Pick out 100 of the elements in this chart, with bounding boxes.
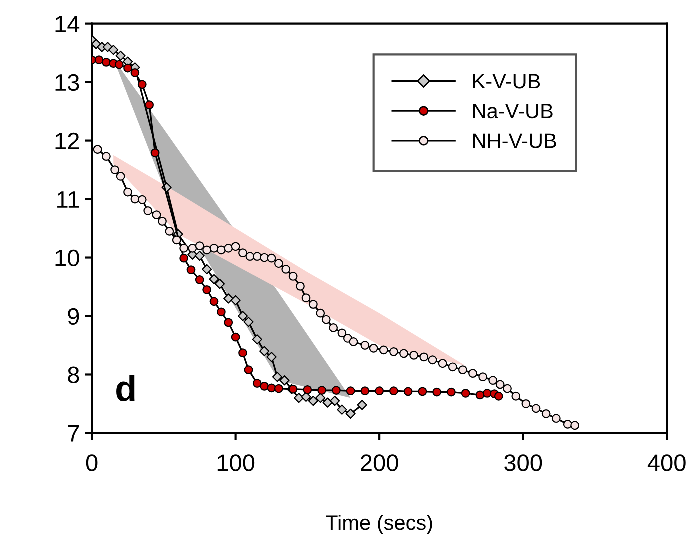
point bbox=[224, 294, 234, 304]
point bbox=[503, 384, 512, 394]
point bbox=[195, 242, 204, 251]
point bbox=[172, 236, 182, 245]
point bbox=[302, 294, 311, 303]
y-tick-label: 13 bbox=[56, 74, 80, 92]
point bbox=[346, 386, 356, 396]
point bbox=[357, 400, 368, 410]
point bbox=[482, 389, 492, 398]
point bbox=[195, 276, 204, 284]
point bbox=[400, 349, 408, 358]
point bbox=[266, 352, 277, 362]
point bbox=[230, 295, 241, 306]
point bbox=[124, 64, 132, 73]
point bbox=[552, 414, 561, 424]
point bbox=[494, 392, 504, 401]
point bbox=[93, 145, 102, 154]
point bbox=[108, 45, 119, 56]
point bbox=[138, 195, 147, 204]
point bbox=[303, 386, 312, 394]
point bbox=[158, 217, 167, 226]
point bbox=[532, 404, 541, 414]
point bbox=[563, 420, 572, 429]
point bbox=[296, 282, 305, 291]
point bbox=[116, 50, 126, 62]
point bbox=[308, 396, 319, 406]
point bbox=[267, 254, 276, 263]
point bbox=[448, 362, 458, 372]
point bbox=[288, 272, 298, 281]
point bbox=[238, 311, 248, 322]
point bbox=[438, 359, 448, 368]
point bbox=[418, 387, 428, 396]
y-tick-label: 8 bbox=[68, 366, 80, 384]
point bbox=[231, 242, 240, 252]
x-axis-title: Time (secs) bbox=[326, 514, 432, 534]
point bbox=[468, 369, 478, 378]
point bbox=[202, 264, 212, 275]
y-tick-label: 10 bbox=[56, 250, 80, 267]
point bbox=[252, 334, 262, 345]
point bbox=[322, 315, 331, 324]
y-tick-label: 14 bbox=[56, 16, 80, 32]
point bbox=[274, 384, 284, 394]
point bbox=[152, 210, 162, 220]
y-tick-label: 12 bbox=[56, 132, 80, 150]
point bbox=[322, 398, 333, 408]
point bbox=[224, 318, 234, 328]
point bbox=[138, 80, 147, 90]
point bbox=[238, 248, 248, 258]
point bbox=[210, 297, 219, 306]
point bbox=[252, 252, 262, 262]
point bbox=[114, 60, 124, 70]
point bbox=[202, 285, 212, 294]
point bbox=[390, 347, 398, 356]
point bbox=[318, 386, 327, 395]
point bbox=[216, 308, 226, 317]
point bbox=[209, 274, 220, 284]
point bbox=[496, 380, 505, 390]
point bbox=[346, 408, 356, 419]
point bbox=[329, 324, 338, 332]
point bbox=[458, 366, 468, 375]
point bbox=[145, 100, 154, 110]
point bbox=[280, 376, 290, 386]
point bbox=[244, 317, 254, 328]
point bbox=[180, 244, 189, 253]
point bbox=[194, 250, 205, 262]
point bbox=[488, 376, 498, 386]
point bbox=[260, 253, 270, 262]
point bbox=[404, 387, 413, 396]
x-tick-label: 300 bbox=[504, 454, 542, 472]
point bbox=[447, 388, 456, 397]
point bbox=[512, 392, 521, 401]
point bbox=[522, 400, 531, 408]
point bbox=[420, 352, 429, 362]
y-tick-label: 11 bbox=[58, 192, 80, 208]
point bbox=[410, 350, 419, 360]
point bbox=[338, 328, 347, 338]
point bbox=[92, 39, 102, 50]
y-tick-label: 9 bbox=[68, 308, 80, 326]
point bbox=[330, 396, 340, 406]
point bbox=[428, 356, 438, 365]
point bbox=[274, 259, 284, 268]
point bbox=[476, 390, 485, 400]
point bbox=[260, 382, 270, 391]
point bbox=[186, 266, 196, 274]
x-tick-label: 200 bbox=[361, 454, 398, 472]
point bbox=[210, 244, 219, 253]
legend-label: NH-V-UB bbox=[473, 134, 556, 148]
point bbox=[202, 246, 212, 255]
point bbox=[102, 152, 111, 162]
point bbox=[570, 421, 580, 430]
point bbox=[316, 393, 326, 404]
point bbox=[165, 227, 174, 236]
point bbox=[144, 206, 153, 216]
point bbox=[102, 58, 111, 67]
point bbox=[110, 166, 120, 174]
point bbox=[461, 389, 470, 398]
x-tick-label: 100 bbox=[218, 454, 255, 472]
annotation: d bbox=[116, 375, 135, 402]
point bbox=[316, 308, 326, 318]
point bbox=[272, 372, 283, 382]
